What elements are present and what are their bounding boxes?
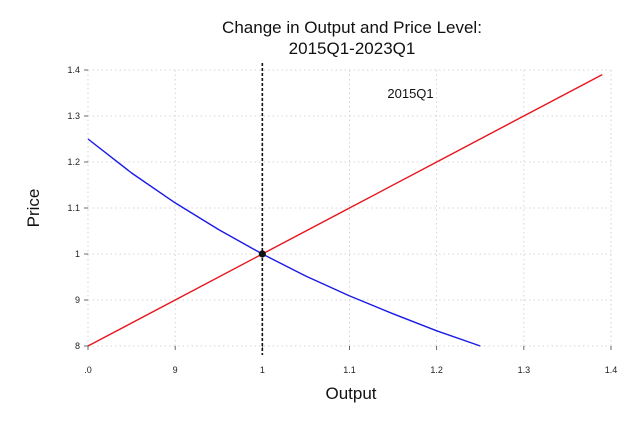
period-annotation: 2015Q1 (387, 86, 433, 101)
axes: 8 9 1 1.1 1.2 1.3 1.4 .0 9 1 1.1 1.2 1.3 1.4 (67, 65, 617, 375)
y-tick-label: 1.4 (67, 65, 80, 75)
x-tick-label: 1.1 (343, 365, 356, 375)
y-tick-label: 8 (75, 341, 80, 351)
y-tick-label: 1.3 (67, 111, 80, 121)
x-tick-label: 1 (260, 365, 265, 375)
x-tick-label: .0 (84, 365, 92, 375)
series-line-2 (87, 138, 481, 347)
chart-title-line1: Change in Output and Price Level: (222, 18, 482, 37)
x-tick-label: 1.2 (430, 365, 443, 375)
x-axis-label: Output (325, 384, 376, 403)
equilibrium-point (258, 250, 266, 258)
y-tick-label: 1.1 (67, 203, 80, 213)
series-group (87, 73, 603, 347)
series-line-1 (87, 73, 603, 347)
x-tick-label: 1.3 (518, 365, 531, 375)
marks-group (258, 63, 266, 355)
y-axis-label: Price (24, 189, 43, 228)
chart-title-line2: 2015Q1-2023Q1 (289, 39, 416, 58)
y-tick-label: 1 (75, 249, 80, 259)
y-tick-label: 9 (75, 295, 80, 305)
x-tick-label: 1.4 (605, 365, 618, 375)
y-tick-label: 1.2 (67, 157, 80, 167)
x-tick-label: 9 (173, 365, 178, 375)
